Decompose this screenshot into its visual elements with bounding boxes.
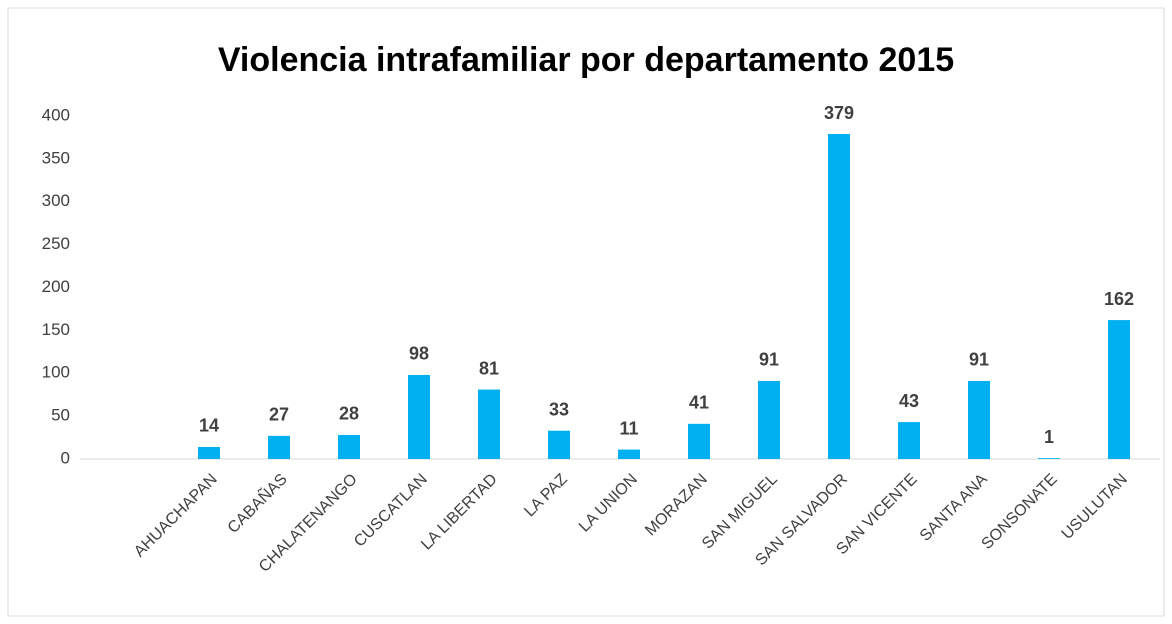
y-tick-label: 0 [61, 448, 70, 467]
bar [1038, 458, 1060, 459]
bar [548, 430, 570, 459]
bar [338, 434, 360, 459]
bar [688, 423, 710, 459]
data-label: 14 [199, 416, 219, 436]
data-label: 1 [1044, 427, 1054, 447]
y-tick-label: 100 [42, 363, 70, 382]
y-tick-label: 300 [42, 191, 70, 210]
bar [268, 435, 290, 459]
y-tick-label: 400 [42, 105, 70, 124]
y-tick-label: 250 [42, 234, 70, 253]
bar [1108, 320, 1130, 459]
bar [758, 380, 780, 459]
bar [828, 134, 850, 459]
bar [898, 422, 920, 459]
data-label: 91 [969, 350, 989, 370]
y-tick-label: 50 [51, 406, 70, 425]
bar [408, 374, 430, 459]
data-label: 11 [619, 418, 638, 438]
bar [478, 389, 500, 459]
data-label: 43 [899, 391, 919, 411]
bar [968, 380, 990, 459]
data-label: 91 [759, 350, 779, 370]
bar [618, 449, 640, 459]
data-label: 379 [824, 103, 854, 123]
chart-border [7, 7, 1165, 617]
data-label: 162 [1104, 289, 1134, 309]
y-tick-label: 150 [42, 320, 70, 339]
data-label: 98 [409, 344, 429, 364]
y-tick-label: 200 [42, 277, 70, 296]
data-label: 81 [479, 358, 499, 378]
y-tick-label: 350 [42, 148, 70, 167]
data-label: 28 [339, 404, 359, 424]
chart-title: Violencia intrafamiliar por departamento… [218, 41, 954, 79]
data-label: 27 [269, 405, 289, 425]
data-label: 41 [689, 393, 709, 413]
data-label: 33 [549, 399, 569, 419]
bar [198, 446, 220, 459]
